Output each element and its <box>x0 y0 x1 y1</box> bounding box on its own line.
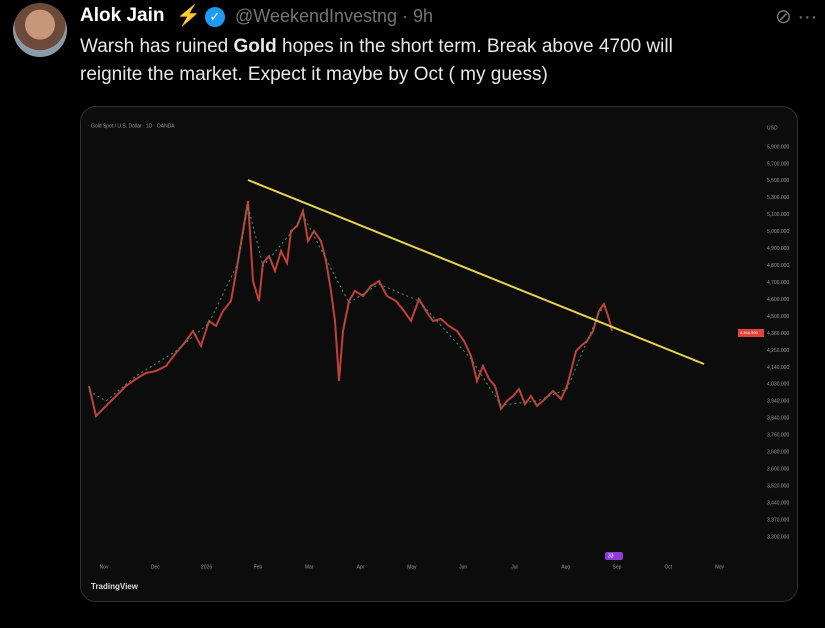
chart-image: Gold Spot / U.S. Dollar · 1D · OANDA USD… <box>81 107 797 601</box>
time-axis: Nov Dec 2026 Feb Mar Apr May Jun Jul Aug Sep Oct Nov <box>100 564 725 570</box>
currency: USD <box>767 125 778 131</box>
month-label: Jul <box>511 564 517 570</box>
price-label: 4,030.000 <box>767 382 789 388</box>
chart-bg <box>81 107 797 601</box>
avatar[interactable] <box>13 3 67 57</box>
price-label: 4,500.000 <box>767 314 789 320</box>
author-name[interactable]: Alok Jain <box>80 5 165 26</box>
price-label: 5,500.000 <box>767 178 789 184</box>
month-label: Mar <box>305 564 314 570</box>
price-label: 5,700.000 <box>767 161 789 167</box>
media-card[interactable]: Gold Spot / U.S. Dollar · 1D · OANDA USD… <box>80 106 798 602</box>
price-label: 4,600.000 <box>767 297 789 303</box>
price-label: 4,380.000 <box>767 331 789 337</box>
price-label: 3,600.000 <box>767 467 789 473</box>
month-label: Oct <box>664 564 672 570</box>
price-label: 3,370.000 <box>767 517 789 523</box>
text: hopes in the short term. Break above 470… <box>276 36 673 57</box>
month-label: 2026 <box>201 564 212 570</box>
price-tag-bg <box>738 329 764 337</box>
text-bold: Gold <box>233 36 277 57</box>
month-label: Dec <box>151 564 160 570</box>
month-label: Nov <box>715 564 724 570</box>
trend-line <box>247 179 705 365</box>
price-label: 3,440.000 <box>767 500 789 506</box>
price-label: 3,940.000 <box>767 399 789 405</box>
more-menu[interactable]: ⊘ ··· <box>775 6 818 28</box>
price-label: 5,900.000 <box>767 144 789 150</box>
text: reignite the market. Expect it maybe by … <box>80 64 548 85</box>
price-label: 5,000.000 <box>767 229 789 235</box>
month-label: May <box>407 564 417 570</box>
price-label: 5,300.000 <box>767 195 789 201</box>
price-label: 4,140.000 <box>767 365 789 371</box>
price-label: 3,760.000 <box>767 433 789 439</box>
month-label: Apr <box>357 564 365 570</box>
verified-badge: ✓ <box>205 7 225 27</box>
chart-header: Gold Spot / U.S. Dollar · 1D · OANDA <box>91 123 175 129</box>
price-label: 4,700.000 <box>767 280 789 286</box>
price-label: 4,800.000 <box>767 263 789 269</box>
month-label: Aug <box>561 564 570 570</box>
month-label: Jun <box>459 564 467 570</box>
price-label: 3,300.000 <box>767 534 789 540</box>
price-label: 3,840.000 <box>767 416 789 422</box>
price-tag: 4,464.990 <box>740 330 759 335</box>
price-series-up <box>88 205 605 406</box>
tweet-text: reignite the market. Expect it maybe by … <box>80 64 548 86</box>
price-label: 5,100.000 <box>767 212 789 218</box>
text: Warsh has ruined <box>80 36 234 57</box>
tweet-text: Warsh has ruined Gold hopes in the short… <box>80 36 673 58</box>
price-label: 4,250.000 <box>767 348 789 354</box>
brand: TradingView <box>91 582 139 591</box>
price-series <box>88 200 613 418</box>
price-label: 4,900.000 <box>767 246 789 252</box>
price-label: 3,520.000 <box>767 483 789 489</box>
handle-time[interactable]: @WeekendInvestng · 9h <box>235 6 434 26</box>
month-label: Sep <box>613 564 622 570</box>
badge-bg <box>605 552 623 560</box>
month-label: Nov <box>100 564 109 570</box>
month-label: Feb <box>254 564 263 570</box>
emoji: ⚡ <box>176 5 201 27</box>
event-badge: 33 <box>608 553 614 559</box>
price-label: 3,680.000 <box>767 450 789 456</box>
price-axis: 5,900.000 5,700.000 5,500.000 5,300.000 5,10… <box>767 144 789 540</box>
